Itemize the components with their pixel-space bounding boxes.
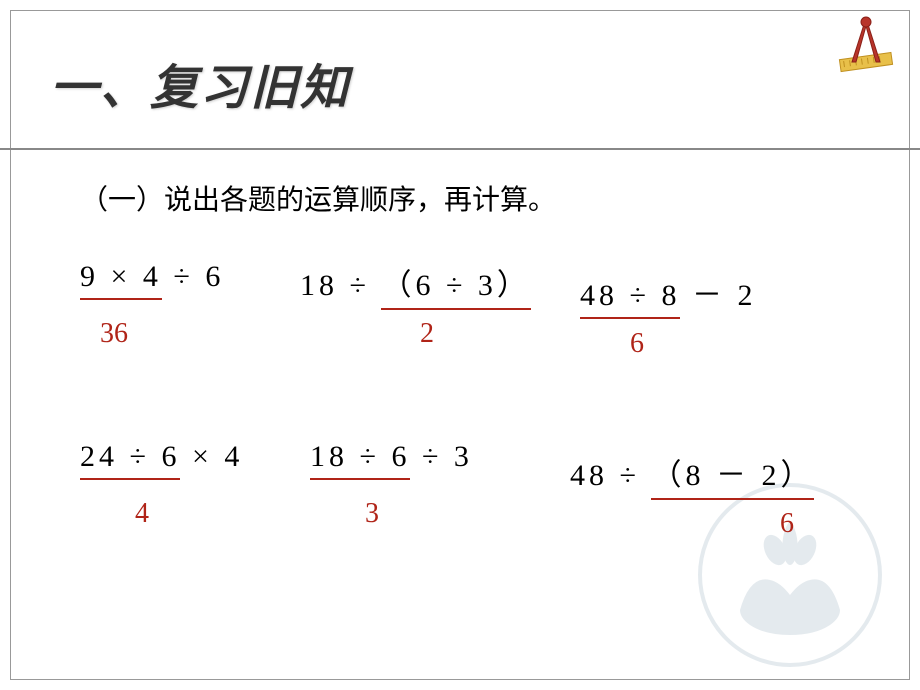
problem-6: 48 ÷ （8 － 2）6 [570, 450, 850, 500]
answer: 3 [365, 498, 379, 530]
divider-line [0, 148, 920, 150]
compass-ruler-icon [836, 14, 900, 74]
expr-pre: 18 ÷ [300, 269, 381, 302]
expr-underlined: （6 ÷ 3） [381, 260, 530, 310]
problem-2: 18 ÷ （6 ÷ 3）2 [300, 260, 580, 310]
problem-3: 48 ÷ 8 － 26 [580, 270, 860, 319]
problem-5: 18 ÷ 6 ÷ 33 [310, 440, 590, 480]
section-title: 一、复习旧知 [50, 48, 350, 118]
expr-underlined: （8 － 2） [651, 450, 814, 500]
expr-post: ÷ 3 [410, 440, 472, 473]
problem-row-1: 9 × 4 ÷ 63618 ÷ （6 ÷ 3）248 ÷ 8 － 26 [0, 260, 920, 440]
answer: 36 [100, 318, 128, 350]
problems-container: 9 × 4 ÷ 63618 ÷ （6 ÷ 3）248 ÷ 8 － 26 24 ÷… [0, 260, 920, 620]
expression: 18 ÷ （6 ÷ 3） [300, 260, 580, 310]
answer: 2 [420, 318, 434, 350]
expression: 48 ÷ 8 － 2 [580, 270, 860, 319]
expression: 48 ÷ （8 － 2） [570, 450, 850, 500]
problem-row-2: 24 ÷ 6 × 4418 ÷ 6 ÷ 3348 ÷ （8 － 2）6 [0, 440, 920, 620]
expr-underlined: 18 ÷ 6 [310, 440, 410, 480]
answer: 6 [630, 328, 644, 360]
expr-post: ÷ 6 [162, 260, 224, 293]
answer: 4 [135, 498, 149, 530]
expression: 18 ÷ 6 ÷ 3 [310, 440, 590, 480]
instruction-text: （一）说出各题的运算顺序，再计算。 [80, 178, 556, 218]
expr-post: － 2 [680, 279, 756, 312]
expr-pre: 48 ÷ [570, 459, 651, 492]
expr-post: × 4 [180, 440, 243, 473]
answer: 6 [780, 508, 794, 540]
expr-underlined: 24 ÷ 6 [80, 440, 180, 480]
expr-underlined: 48 ÷ 8 [580, 279, 680, 319]
expr-underlined: 9 × 4 [80, 260, 162, 300]
